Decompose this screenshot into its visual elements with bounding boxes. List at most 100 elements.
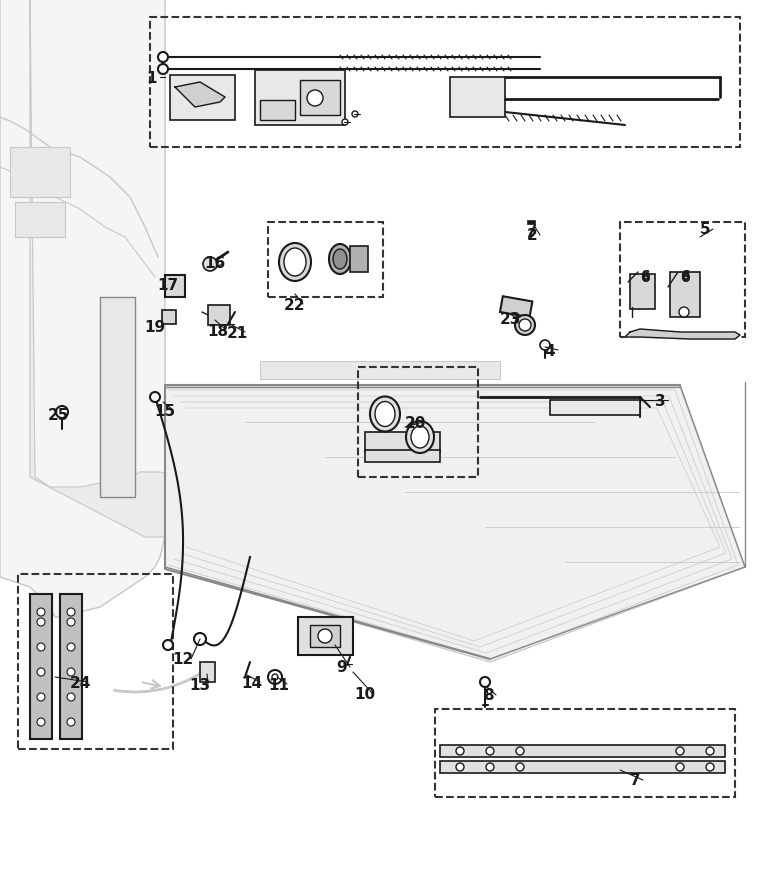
Text: 18: 18 [207, 323, 229, 339]
Ellipse shape [411, 426, 429, 448]
Circle shape [318, 630, 332, 643]
Circle shape [307, 91, 323, 107]
Text: 23: 23 [499, 312, 520, 327]
Circle shape [456, 763, 464, 771]
Ellipse shape [406, 422, 434, 453]
Bar [440, 761, 725, 774]
Bar [15, 203, 65, 238]
Text: 24: 24 [69, 674, 91, 689]
Text: 20: 20 [405, 415, 426, 430]
Polygon shape [165, 388, 745, 662]
Text: 15: 15 [155, 403, 175, 418]
Circle shape [516, 763, 524, 771]
Circle shape [456, 747, 464, 755]
Bar [255, 71, 345, 126]
Bar [440, 745, 725, 757]
Text: 2: 2 [527, 228, 537, 243]
Text: 6: 6 [640, 268, 650, 282]
Text: 6: 6 [680, 268, 690, 282]
Bar [500, 297, 533, 317]
Polygon shape [625, 330, 740, 339]
Circle shape [679, 308, 689, 317]
Text: 6: 6 [640, 271, 650, 285]
Bar [208, 306, 230, 325]
Bar [10, 148, 70, 198]
Circle shape [67, 643, 75, 652]
Circle shape [37, 693, 45, 702]
Bar [620, 223, 745, 338]
Bar [165, 275, 185, 297]
Ellipse shape [375, 402, 395, 427]
Circle shape [486, 747, 494, 755]
Polygon shape [30, 0, 220, 538]
Circle shape [158, 65, 168, 75]
Circle shape [194, 633, 206, 645]
Circle shape [67, 618, 75, 626]
Bar [260, 101, 295, 121]
Circle shape [163, 640, 173, 650]
Circle shape [37, 618, 45, 626]
Bar [350, 246, 368, 273]
Circle shape [268, 670, 282, 684]
Bar [365, 432, 440, 453]
Bar [150, 18, 740, 148]
Circle shape [519, 319, 531, 332]
Bar [162, 310, 176, 324]
Circle shape [150, 393, 160, 403]
Circle shape [37, 718, 45, 726]
Bar [200, 662, 215, 682]
Circle shape [203, 258, 217, 272]
Text: 25: 25 [47, 408, 69, 423]
Circle shape [37, 668, 45, 676]
Text: 19: 19 [145, 320, 165, 335]
Text: 22: 22 [284, 297, 306, 312]
Bar [260, 361, 500, 380]
Bar [298, 617, 353, 655]
Circle shape [342, 120, 348, 126]
Bar [670, 273, 700, 317]
Circle shape [272, 674, 278, 681]
Circle shape [706, 747, 714, 755]
Bar [170, 76, 235, 121]
Ellipse shape [329, 245, 351, 275]
Text: 3: 3 [655, 393, 665, 408]
Ellipse shape [370, 397, 400, 432]
Bar [268, 223, 383, 297]
Circle shape [67, 609, 75, 617]
Polygon shape [175, 83, 225, 108]
Bar [450, 78, 505, 118]
Bar [435, 709, 735, 797]
Text: 9: 9 [337, 660, 347, 674]
Circle shape [676, 747, 684, 755]
Bar [550, 401, 640, 416]
Text: 7: 7 [629, 773, 640, 788]
Text: 13: 13 [190, 677, 210, 692]
Circle shape [67, 668, 75, 676]
Text: 11: 11 [268, 677, 290, 692]
Text: 1: 1 [147, 70, 157, 85]
Text: 5: 5 [700, 222, 710, 238]
Text: 4: 4 [545, 343, 555, 358]
Circle shape [515, 316, 535, 336]
Text: 16: 16 [204, 256, 226, 271]
Bar [527, 221, 535, 225]
Circle shape [706, 763, 714, 771]
Circle shape [516, 747, 524, 755]
Text: 8: 8 [482, 688, 493, 702]
Text: 21: 21 [226, 325, 248, 340]
Ellipse shape [279, 244, 311, 282]
Circle shape [480, 677, 490, 688]
Text: 10: 10 [354, 687, 376, 702]
Circle shape [486, 763, 494, 771]
Bar [630, 275, 655, 310]
Circle shape [37, 609, 45, 617]
Circle shape [67, 718, 75, 726]
Circle shape [37, 643, 45, 652]
Bar [358, 367, 478, 477]
Bar [18, 574, 173, 749]
Circle shape [540, 340, 550, 351]
Circle shape [67, 693, 75, 702]
Circle shape [56, 407, 68, 418]
Bar [60, 595, 82, 739]
Bar [365, 451, 440, 462]
